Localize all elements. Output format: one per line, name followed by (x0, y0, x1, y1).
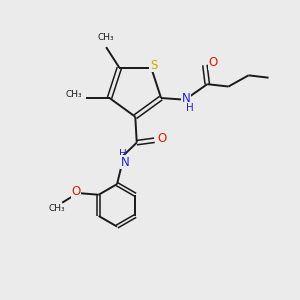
Text: O: O (208, 56, 218, 69)
Text: S: S (150, 59, 157, 72)
Text: CH₃: CH₃ (66, 90, 83, 99)
Text: N: N (121, 156, 129, 169)
Text: O: O (71, 185, 81, 198)
Text: N: N (182, 92, 190, 104)
Text: H: H (119, 149, 127, 159)
Text: O: O (157, 132, 167, 145)
Text: H: H (186, 103, 194, 113)
Text: CH₃: CH₃ (49, 203, 65, 212)
Text: CH₃: CH₃ (98, 33, 114, 42)
